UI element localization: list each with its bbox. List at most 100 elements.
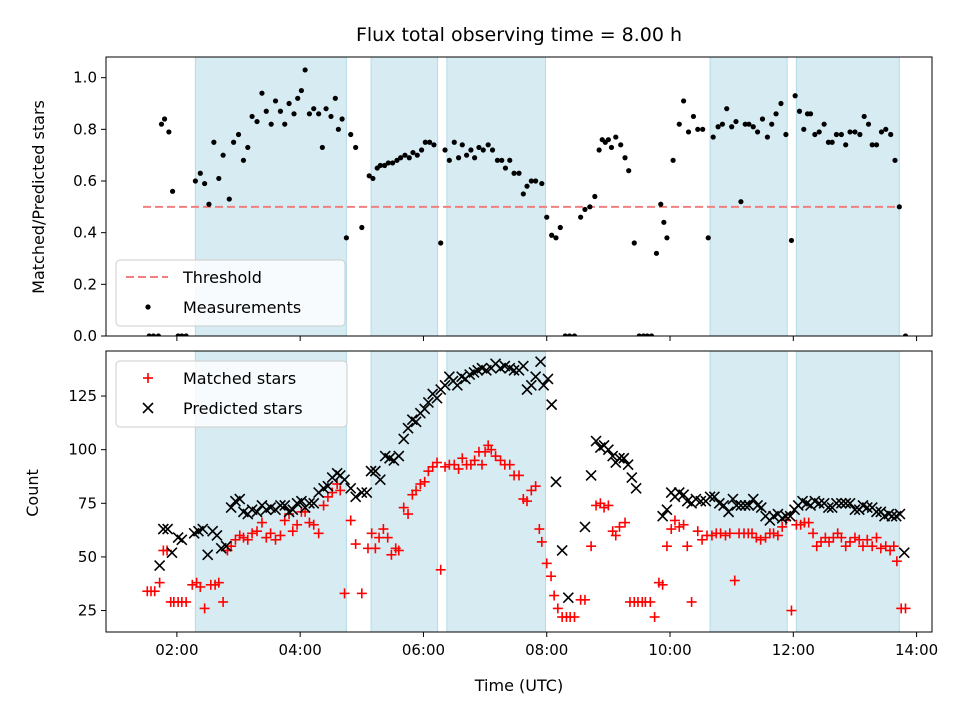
matched-star-point: [427, 461, 438, 472]
matched-star-point: [549, 590, 560, 601]
predicted-star-point: [369, 465, 381, 477]
measurement-point: [557, 224, 563, 231]
measurement-point: [533, 178, 539, 184]
matched-star-point: [514, 470, 524, 481]
predicted-star-point: [535, 356, 547, 368]
measurement-point: [825, 139, 832, 145]
matched-star-point: [154, 577, 165, 588]
matched-star-point: [620, 517, 631, 528]
legend-box: [115, 360, 348, 428]
measurement-point: [502, 165, 509, 171]
measurement-point: [332, 95, 338, 101]
matched-star-point: [247, 528, 258, 539]
predicted-star-point: [295, 495, 307, 507]
predicted-star-point: [562, 592, 574, 604]
predicted-star-point: [308, 497, 320, 509]
predicted-star-point: [840, 497, 852, 509]
measurement-point: [216, 175, 222, 182]
matched-star-point: [435, 564, 446, 575]
y-tick-label: 0.6: [73, 172, 97, 190]
predicted-star-point: [784, 510, 796, 522]
measurement-point: [764, 134, 771, 140]
measurement-point: [446, 157, 452, 163]
predicted-star-point: [365, 465, 377, 477]
measurement-point: [319, 144, 325, 151]
predicted-star-point: [886, 510, 898, 522]
measurement-point: [298, 87, 305, 94]
measurement-point: [240, 157, 247, 163]
observing-window: [709, 57, 788, 336]
measurement-point: [801, 126, 807, 132]
y-tick-label: 25: [78, 602, 97, 620]
measurement-point: [230, 139, 237, 145]
matched-star-point: [682, 541, 693, 552]
matched-star-point: [270, 534, 281, 545]
matched-star-point: [199, 603, 210, 614]
matched-star-point: [786, 605, 797, 616]
predicted-star-point: [870, 506, 883, 518]
measurement-point: [402, 152, 408, 158]
measurement-point: [843, 142, 849, 148]
matched-star-point: [849, 532, 860, 543]
measurement-point: [705, 235, 711, 241]
matched-star-point: [457, 453, 468, 464]
matched-star-point: [415, 478, 426, 489]
measurement-point: [306, 111, 313, 117]
predicted-star-point: [374, 474, 386, 486]
matched-star-point: [724, 528, 735, 539]
matched-star-point: [569, 611, 580, 622]
measurement-point: [670, 157, 676, 163]
measurement-point: [892, 157, 898, 163]
matched-star-point: [803, 517, 814, 528]
matched-star-point: [610, 530, 621, 541]
x-tick-label: 14:00: [895, 641, 938, 659]
predicted-star-point: [361, 487, 373, 499]
matched-star-point: [261, 532, 272, 543]
matched-star-point: [287, 526, 298, 537]
measurement-point: [302, 67, 308, 73]
measurement-point: [394, 157, 400, 163]
predicted-star-point: [618, 452, 630, 464]
measurement-point: [343, 235, 350, 241]
predicted-star-point: [550, 476, 562, 488]
matched-star-point: [265, 528, 276, 539]
measurement-point: [169, 188, 176, 194]
matched-star-point: [356, 588, 367, 599]
matched-star-point: [469, 455, 480, 466]
matched-star-point: [275, 530, 286, 541]
predicted-star-point: [657, 510, 669, 522]
measurement-point: [249, 113, 255, 120]
measurement-point: [778, 100, 784, 107]
matched-star-point: [477, 459, 488, 470]
predicted-star-point: [517, 360, 529, 372]
observing-window: [446, 57, 547, 336]
y-tick-label: 0.8: [73, 120, 97, 138]
matched-star-point: [657, 579, 668, 590]
bottom-y-axis-label: Count: [23, 469, 42, 517]
matched-star-point: [871, 532, 882, 543]
matched-star-point: [534, 524, 545, 535]
matched-star-point: [546, 571, 557, 582]
predicted-star-point: [225, 502, 237, 514]
predicted-star-point: [731, 499, 743, 512]
matched-star-point: [661, 541, 672, 552]
measurement-point: [398, 155, 404, 161]
measurement-point: [838, 131, 844, 138]
measurement-point: [592, 193, 598, 200]
measurement-point: [680, 98, 687, 104]
measurement-point: [578, 214, 584, 220]
measurement-point: [888, 131, 894, 138]
predicted-star-point: [607, 450, 619, 462]
measurement-point: [476, 144, 482, 151]
matched-star-point: [242, 534, 253, 545]
measurement-point: [464, 152, 470, 158]
predicted-star-point: [622, 459, 634, 471]
measurement-point: [618, 142, 624, 148]
matched-star-point: [666, 524, 677, 535]
measurement-point: [562, 333, 568, 336]
y-tick-label: 0.4: [73, 224, 97, 242]
measurement-point: [272, 98, 279, 104]
legend-matched-swatch: [143, 373, 153, 383]
x-axis-label: Time (UTC): [474, 676, 563, 695]
predicted-star-point: [356, 487, 368, 499]
